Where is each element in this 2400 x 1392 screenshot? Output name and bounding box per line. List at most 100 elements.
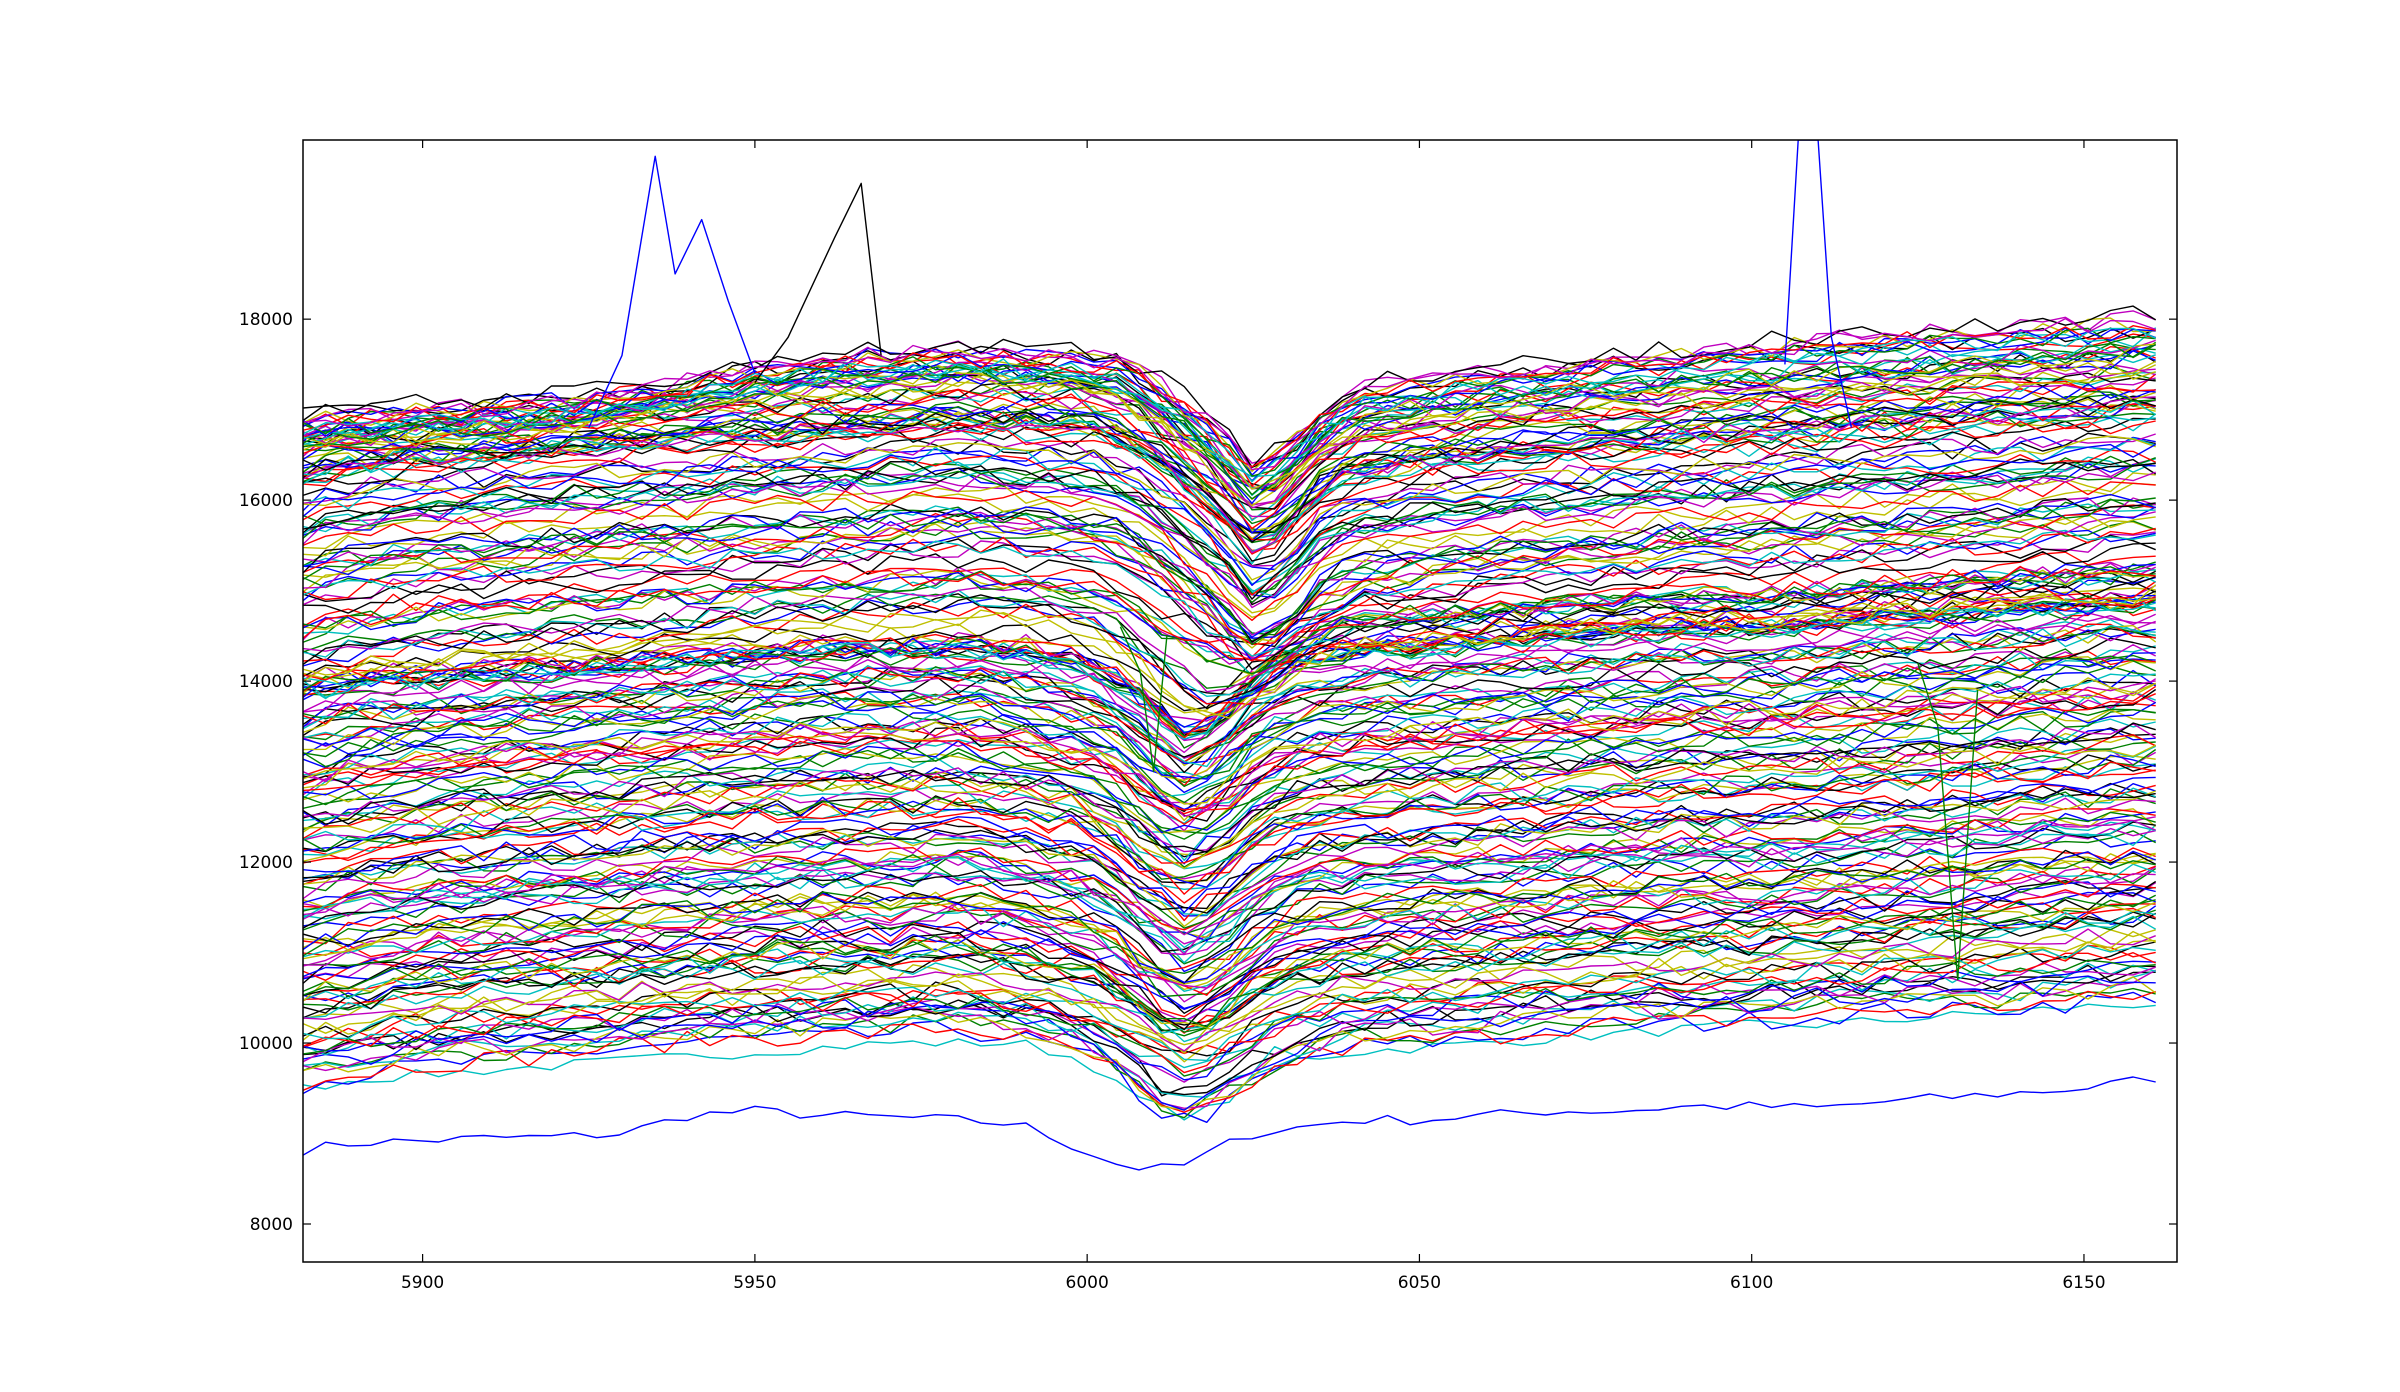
series-line-18-6 bbox=[303, 561, 2156, 693]
series-line-9-8 bbox=[303, 776, 2156, 914]
series-line-0-0 bbox=[303, 1076, 2156, 1171]
series-line-1-0 bbox=[303, 1003, 2156, 1121]
series-line-27-5 bbox=[303, 346, 2156, 491]
series-line-9-5 bbox=[303, 797, 2156, 936]
series-line-6-0 bbox=[303, 866, 2157, 1003]
series-line-7-8 bbox=[303, 858, 2156, 974]
series-line-18-0 bbox=[303, 584, 2157, 717]
series-line-6-7 bbox=[303, 873, 2156, 989]
series-line-3-6 bbox=[303, 959, 2156, 1077]
series-line-21-2 bbox=[303, 504, 2156, 646]
y-tick-label: 14000 bbox=[239, 672, 293, 692]
series-line-21-7 bbox=[303, 493, 2156, 638]
series-line-29-8 bbox=[303, 317, 2156, 471]
x-tick-label: 6150 bbox=[2062, 1273, 2105, 1293]
series-line-8-7 bbox=[303, 820, 2156, 953]
series-line-3-2 bbox=[303, 962, 2156, 1083]
series-line-22-7 bbox=[303, 458, 2156, 597]
series-line-13-5 bbox=[303, 685, 2157, 811]
y-tick-label: 12000 bbox=[239, 853, 293, 873]
series-line-11-6 bbox=[303, 723, 2157, 853]
series-line-29-5 bbox=[303, 327, 2156, 477]
x-tick-label: 6100 bbox=[1730, 1273, 1773, 1293]
series-line-7-3 bbox=[303, 824, 2157, 964]
series-line-14-3 bbox=[303, 645, 2156, 779]
series-line-20-6 bbox=[303, 529, 2156, 657]
outlier-line-0 bbox=[588, 155, 756, 428]
series-line-14-7 bbox=[303, 652, 2156, 780]
series-line-18-7 bbox=[303, 596, 2156, 719]
series-line-27-1 bbox=[303, 361, 2156, 507]
series-line-11-0 bbox=[303, 732, 2156, 856]
series-line-22-8 bbox=[303, 471, 2156, 609]
series-line-15-4 bbox=[303, 627, 2156, 765]
series-line-19-7 bbox=[303, 566, 2156, 675]
series-line-3-7 bbox=[303, 952, 2156, 1074]
series-line-10-6 bbox=[303, 748, 2157, 880]
outlier-line-1 bbox=[754, 182, 882, 383]
series-line-25-6 bbox=[303, 396, 2156, 554]
series-line-26-2 bbox=[303, 371, 2156, 522]
series-line-23-8 bbox=[303, 443, 2157, 586]
series-line-23-7 bbox=[303, 458, 2156, 600]
series-layer bbox=[303, 140, 2157, 1171]
series-line-6-4 bbox=[303, 868, 2157, 998]
series-line-15-3 bbox=[303, 628, 2156, 758]
series-line-21-8 bbox=[303, 497, 2156, 646]
series-line-6-3 bbox=[303, 881, 2156, 1010]
series-line-17-8 bbox=[303, 598, 2156, 740]
series-line-2-3 bbox=[303, 990, 2156, 1113]
series-line-12-7 bbox=[303, 708, 2156, 840]
x-tick-label: 5900 bbox=[401, 1273, 444, 1293]
series-line-12-6 bbox=[303, 701, 2157, 834]
series-line-2-2 bbox=[303, 987, 2156, 1119]
series-line-2-5 bbox=[303, 969, 2157, 1109]
series-line-20-7 bbox=[303, 511, 2156, 644]
series-line-10-3 bbox=[303, 755, 2156, 882]
x-tick-label: 5950 bbox=[733, 1273, 776, 1293]
series-line-10-5 bbox=[303, 754, 2156, 888]
series-line-9-6 bbox=[303, 790, 2156, 928]
series-line-5-7 bbox=[303, 896, 2156, 1028]
series-line-4-8 bbox=[303, 912, 2157, 1026]
series-line-19-5 bbox=[303, 542, 2156, 648]
series-line-4-6 bbox=[303, 928, 2156, 1052]
series-line-25-8 bbox=[303, 396, 2156, 543]
series-line-24-8 bbox=[303, 408, 2156, 541]
series-line-8-8 bbox=[303, 819, 2156, 955]
series-line-8-4 bbox=[303, 811, 2156, 942]
series-line-23-2 bbox=[303, 455, 2156, 595]
series-line-9-7 bbox=[303, 788, 2156, 914]
series-line-13-7 bbox=[303, 680, 2156, 817]
series-line-5-0 bbox=[303, 894, 2157, 1033]
series-line-20-0 bbox=[303, 531, 2156, 659]
series-line-29-3 bbox=[303, 305, 2157, 468]
series-line-28-1 bbox=[303, 341, 2157, 500]
axes-frame bbox=[302, 139, 2178, 1263]
series-line-3-1 bbox=[303, 962, 2156, 1069]
series-line-29-7 bbox=[303, 327, 2156, 483]
y-tick-label: 10000 bbox=[239, 1034, 293, 1054]
series-line-28-8 bbox=[303, 342, 2157, 496]
series-line-25-5 bbox=[303, 399, 2157, 553]
series-line-10-1 bbox=[303, 763, 2156, 890]
series-line-19-8 bbox=[303, 565, 2156, 662]
y-tick-label: 8000 bbox=[250, 1215, 293, 1235]
series-line-2-7 bbox=[303, 965, 2156, 1096]
series-line-24-7 bbox=[303, 420, 2156, 555]
series-line-8-2 bbox=[303, 808, 2157, 938]
series-line-14-2 bbox=[303, 650, 2156, 787]
series-line-10-0 bbox=[303, 769, 2156, 904]
series-line-2-8 bbox=[303, 975, 2156, 1111]
series-line-12-2 bbox=[303, 691, 2156, 824]
series-line-7-0 bbox=[303, 833, 2156, 973]
series-line-13-4 bbox=[303, 665, 2156, 804]
series-line-13-6 bbox=[303, 673, 2156, 798]
outlier-line-3 bbox=[1917, 662, 1979, 981]
series-line-5-8 bbox=[303, 883, 2156, 1018]
series-line-20-4 bbox=[303, 520, 2156, 642]
series-line-10-7 bbox=[303, 761, 2156, 895]
series-line-8-6 bbox=[303, 808, 2156, 931]
series-line-11-8 bbox=[303, 722, 2156, 853]
